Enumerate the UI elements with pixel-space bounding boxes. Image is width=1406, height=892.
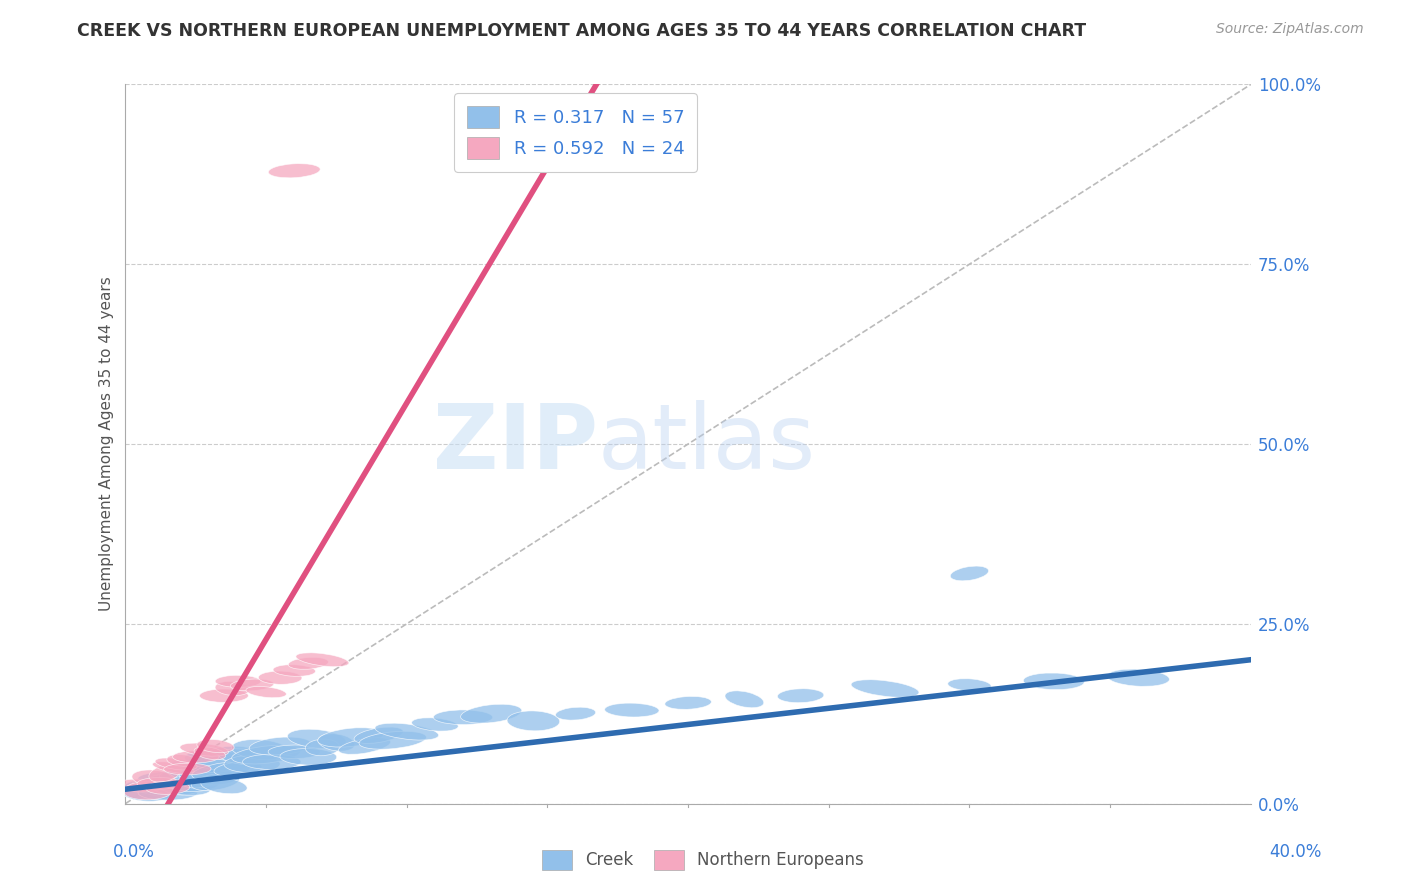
Ellipse shape: [191, 773, 239, 790]
Ellipse shape: [224, 756, 280, 772]
Ellipse shape: [122, 781, 173, 800]
Ellipse shape: [155, 758, 197, 770]
Ellipse shape: [121, 780, 176, 801]
Ellipse shape: [295, 653, 349, 666]
Ellipse shape: [461, 705, 522, 723]
Ellipse shape: [208, 747, 256, 760]
Ellipse shape: [359, 731, 426, 749]
Ellipse shape: [167, 775, 219, 791]
Ellipse shape: [950, 566, 988, 581]
Ellipse shape: [163, 764, 211, 775]
Ellipse shape: [243, 754, 301, 770]
Ellipse shape: [146, 781, 190, 795]
Ellipse shape: [219, 748, 269, 764]
Text: atlas: atlas: [598, 400, 817, 488]
Ellipse shape: [143, 776, 204, 791]
Ellipse shape: [508, 711, 560, 731]
Legend: Creek, Northern Europeans: Creek, Northern Europeans: [536, 843, 870, 877]
Text: ZIP: ZIP: [433, 400, 598, 488]
Ellipse shape: [555, 707, 596, 720]
Ellipse shape: [246, 687, 287, 698]
Text: Source: ZipAtlas.com: Source: ZipAtlas.com: [1216, 22, 1364, 37]
Ellipse shape: [215, 675, 262, 688]
Ellipse shape: [129, 779, 179, 792]
Ellipse shape: [665, 697, 711, 709]
Ellipse shape: [948, 679, 991, 691]
Ellipse shape: [136, 778, 181, 789]
Ellipse shape: [273, 665, 315, 676]
Ellipse shape: [232, 746, 301, 764]
Ellipse shape: [149, 764, 181, 782]
Ellipse shape: [200, 689, 249, 702]
Ellipse shape: [215, 681, 250, 696]
Ellipse shape: [288, 657, 329, 669]
Ellipse shape: [194, 747, 225, 760]
Ellipse shape: [249, 737, 311, 755]
Ellipse shape: [231, 679, 274, 690]
Ellipse shape: [180, 743, 229, 756]
Ellipse shape: [214, 762, 262, 776]
Ellipse shape: [121, 780, 157, 799]
Ellipse shape: [433, 710, 492, 724]
Ellipse shape: [180, 763, 228, 775]
Ellipse shape: [778, 689, 824, 703]
Ellipse shape: [354, 727, 404, 743]
Ellipse shape: [232, 739, 290, 760]
Ellipse shape: [160, 768, 215, 784]
Ellipse shape: [339, 738, 391, 755]
Ellipse shape: [725, 691, 763, 707]
Legend: R = 0.317   N = 57, R = 0.592   N = 24: R = 0.317 N = 57, R = 0.592 N = 24: [454, 94, 697, 172]
Ellipse shape: [412, 718, 458, 731]
Ellipse shape: [259, 671, 302, 684]
Ellipse shape: [152, 762, 194, 773]
Ellipse shape: [287, 730, 346, 748]
Ellipse shape: [1024, 673, 1084, 690]
Ellipse shape: [269, 163, 321, 178]
Ellipse shape: [375, 723, 439, 740]
Y-axis label: Unemployment Among Ages 35 to 44 years: Unemployment Among Ages 35 to 44 years: [100, 277, 114, 611]
Ellipse shape: [318, 728, 384, 747]
Ellipse shape: [851, 680, 920, 698]
Ellipse shape: [201, 778, 247, 794]
Ellipse shape: [1107, 669, 1170, 686]
Ellipse shape: [132, 779, 187, 797]
Ellipse shape: [173, 751, 219, 763]
Ellipse shape: [305, 739, 339, 756]
Ellipse shape: [152, 776, 207, 795]
Ellipse shape: [191, 762, 250, 780]
Text: 40.0%: 40.0%: [1270, 843, 1322, 861]
Ellipse shape: [318, 734, 354, 751]
Ellipse shape: [605, 703, 659, 717]
Ellipse shape: [169, 763, 212, 780]
Ellipse shape: [167, 760, 225, 775]
Ellipse shape: [138, 785, 197, 800]
Ellipse shape: [180, 756, 246, 772]
Ellipse shape: [183, 768, 238, 785]
Ellipse shape: [139, 775, 184, 789]
Ellipse shape: [184, 750, 252, 771]
Ellipse shape: [167, 755, 197, 766]
Ellipse shape: [132, 770, 176, 787]
Ellipse shape: [115, 779, 163, 792]
Text: 0.0%: 0.0%: [112, 843, 155, 861]
Text: CREEK VS NORTHERN EUROPEAN UNEMPLOYMENT AMONG AGES 35 TO 44 YEARS CORRELATION CH: CREEK VS NORTHERN EUROPEAN UNEMPLOYMENT …: [77, 22, 1087, 40]
Ellipse shape: [146, 773, 205, 788]
Ellipse shape: [280, 748, 337, 765]
Ellipse shape: [269, 745, 321, 758]
Ellipse shape: [162, 766, 202, 783]
Ellipse shape: [179, 764, 225, 782]
Ellipse shape: [138, 772, 198, 785]
Ellipse shape: [179, 769, 218, 788]
Ellipse shape: [197, 739, 235, 753]
Ellipse shape: [159, 780, 211, 796]
